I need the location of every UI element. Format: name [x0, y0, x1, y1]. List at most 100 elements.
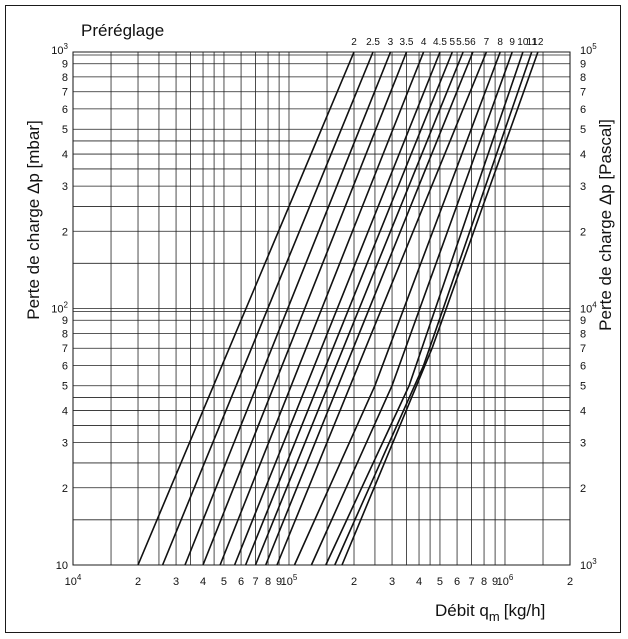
y-tick-label-left: 5 [62, 124, 68, 136]
curve-label-7: 7 [484, 37, 490, 48]
x-tick-label: 3 [389, 576, 395, 588]
curve-preset-5 [244, 51, 454, 566]
y-tick-label-left-exponent: 2 [64, 301, 69, 310]
curve-preset-5.5 [254, 51, 464, 566]
y-tick-label-right: 5 [580, 124, 586, 136]
x-tick-label: 2 [135, 576, 141, 588]
y-tick-label-left: 6 [62, 360, 68, 372]
y-tick-label-left-base: 10 [51, 45, 63, 57]
y-tick-label-right: 2 [580, 226, 586, 238]
x-tick-label: 7 [468, 576, 474, 588]
y-tick-label-left-base: 10 [51, 304, 63, 316]
y-tick-label-left: 2 [62, 483, 68, 495]
x-tick-label-exponent: 4 [77, 573, 82, 582]
curve-label-3: 3 [388, 37, 394, 48]
y-tick-label-left-exponent: 3 [64, 42, 69, 51]
curve-label-5: 5 [449, 37, 455, 48]
y-tick-label-left: 9 [62, 315, 68, 327]
y-tick-label-right: 9 [580, 315, 586, 327]
curve-preset-7 [276, 51, 488, 566]
curve-label-4: 4 [421, 37, 427, 48]
chart-title: Préréglage [81, 21, 164, 40]
curve-preset-2.5 [161, 51, 374, 566]
x-axis-label-main: Débit q [435, 601, 489, 620]
x-tick-label: 9 [276, 576, 282, 588]
y-tick-label-right-exponent: 5 [592, 42, 597, 51]
y-tick-label-right: 3 [580, 438, 586, 450]
curve-label-5.5: 5.5 [456, 37, 470, 48]
y-tick-label-right-exponent: 3 [592, 557, 597, 566]
y-axis-label-right: Perte de charge Δp [Pascal] [596, 119, 615, 331]
curves [137, 51, 539, 566]
y-tick-label-left: 4 [62, 406, 68, 418]
x-axis-label: Débit qm [kg/h] [435, 601, 545, 624]
curve-preset-11 [334, 51, 533, 566]
y-axis-label-left: Perte de charge Δp [mbar] [24, 120, 43, 319]
y-tick-label-right-base: 10 [580, 45, 592, 57]
curve-preset-3.5 [202, 51, 408, 566]
y-tick-label-left: 3 [62, 181, 68, 193]
x-tick-label: 6 [454, 576, 460, 588]
x-tick-label-exponent: 5 [293, 573, 298, 582]
x-tick-label: 106 [497, 573, 514, 588]
curve-label-12: 12 [532, 37, 544, 48]
x-tick-label: 6 [238, 576, 244, 588]
curve-preset-6 [264, 51, 474, 566]
y-tick-label-left: 8 [62, 328, 68, 340]
x-axis-label-subscript: m [489, 609, 500, 624]
curve-preset-10 [325, 51, 524, 566]
x-tick-label: 4 [200, 576, 206, 588]
y-grid [73, 51, 570, 566]
x-tick-label: 2 [567, 576, 573, 588]
y-tick-label-left: 9 [62, 59, 68, 71]
chart-frame [5, 5, 621, 633]
x-tick-label-base: 10 [65, 576, 77, 588]
curve-preset-2 [137, 51, 355, 566]
y-tick-label-left: 8 [62, 72, 68, 84]
x-tick-label: 5 [221, 576, 227, 588]
x-tick-label-base: 10 [497, 576, 509, 588]
curve-preset-12 [341, 51, 539, 566]
y-tick-label-left: 6 [62, 104, 68, 116]
y-tick-label-left: 5 [62, 381, 68, 393]
curve-label-9: 9 [509, 37, 515, 48]
y-tick-label-right: 7 [580, 343, 586, 355]
curve-preset-4.5 [233, 51, 441, 566]
y-tick-label-left: 4 [62, 149, 68, 161]
y-tick-label-left: 102 [51, 301, 68, 316]
y-tick-label-left: 7 [62, 87, 68, 99]
x-tick-label: 104 [65, 573, 82, 588]
x-tick-label: 8 [265, 576, 271, 588]
y-tick-label-right: 9 [580, 59, 586, 71]
curve-label-8: 8 [497, 37, 503, 48]
x-tick-label: 8 [481, 576, 487, 588]
curve-label-3.5: 3.5 [400, 37, 414, 48]
y-tick-label-left: 7 [62, 343, 68, 355]
x-tick-label: 4 [416, 576, 422, 588]
y-tick-label-right: 104 [580, 301, 597, 316]
curve-preset-8 [293, 51, 501, 566]
y-tick-label-right: 4 [580, 149, 586, 161]
y-tick-label-right: 5 [580, 381, 586, 393]
x-tick-label: 3 [173, 576, 179, 588]
x-tick-label: 5 [437, 576, 443, 588]
y-tick-label-right: 2 [580, 483, 586, 495]
y-tick-label-right: 3 [580, 181, 586, 193]
y-tick-label-right: 7 [580, 87, 586, 99]
y-tick-label-right: 103 [580, 557, 597, 572]
y-tick-label-right-base: 10 [580, 560, 592, 572]
y-tick-label-left: 103 [51, 42, 68, 57]
y-tick-label-right: 6 [580, 360, 586, 372]
x-tick-label-exponent: 6 [509, 573, 514, 582]
curve-label-2.5: 2.5 [366, 37, 380, 48]
y-tick-label-right-exponent: 4 [592, 301, 597, 310]
y-tick-label-right: 6 [580, 104, 586, 116]
x-axis-label-unit: [kg/h] [504, 601, 546, 620]
y-tick-label-right: 4 [580, 406, 586, 418]
y-tick-label-right: 105 [580, 42, 597, 57]
y-tick-label-left: 2 [62, 226, 68, 238]
curve-preset-9 [310, 51, 513, 566]
